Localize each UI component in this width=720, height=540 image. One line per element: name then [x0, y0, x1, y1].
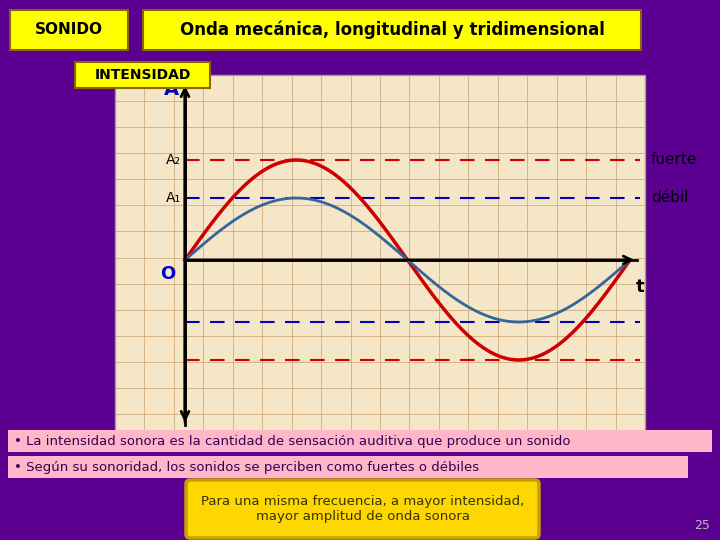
Text: A₁: A₁ [166, 191, 181, 205]
Text: Onda mecánica, longitudinal y tridimensional: Onda mecánica, longitudinal y tridimensi… [179, 21, 604, 39]
Text: débil: débil [651, 191, 688, 206]
FancyBboxPatch shape [115, 75, 645, 440]
FancyBboxPatch shape [75, 62, 210, 88]
Text: O: O [160, 265, 175, 283]
FancyBboxPatch shape [143, 10, 641, 50]
Text: Para una misma frecuencia, a mayor intensidad,
mayor amplitud de onda sonora: Para una misma frecuencia, a mayor inten… [201, 495, 524, 523]
FancyBboxPatch shape [186, 480, 539, 538]
Text: INTENSIDAD: INTENSIDAD [94, 68, 191, 82]
Text: t: t [636, 278, 644, 296]
Text: A: A [164, 80, 179, 99]
Text: • Según su sonoridad, los sonidos se perciben como fuertes o débiles: • Según su sonoridad, los sonidos se per… [14, 461, 479, 474]
Text: fuerte: fuerte [651, 152, 698, 167]
Text: 25: 25 [694, 519, 710, 532]
FancyBboxPatch shape [8, 456, 688, 478]
Text: • La intensidad sonora es la cantidad de sensación auditiva que produce un sonid: • La intensidad sonora es la cantidad de… [14, 435, 570, 448]
FancyBboxPatch shape [10, 10, 128, 50]
Text: A₂: A₂ [166, 153, 181, 167]
Text: SONIDO: SONIDO [35, 23, 103, 37]
FancyBboxPatch shape [8, 430, 712, 452]
